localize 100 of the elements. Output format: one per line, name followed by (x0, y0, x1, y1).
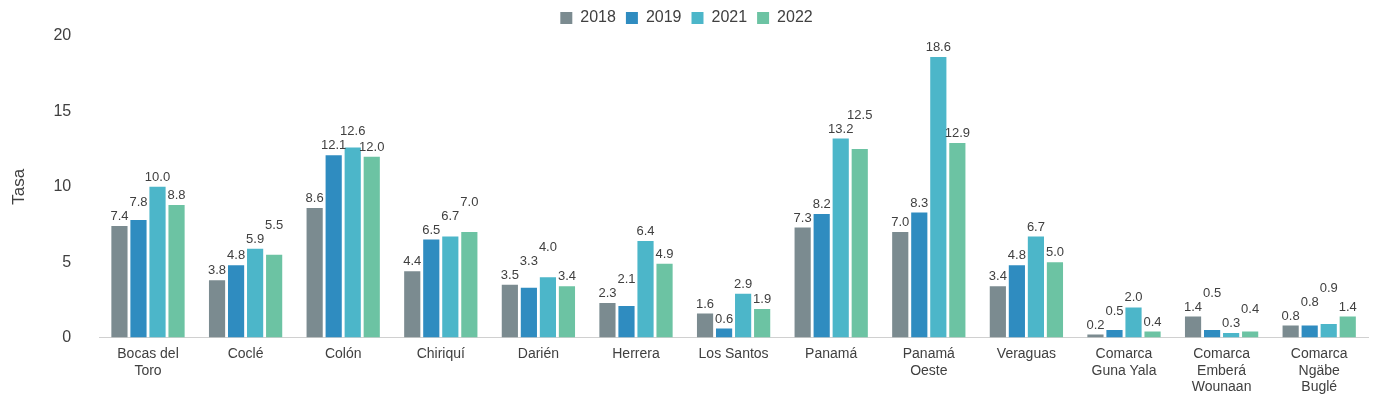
x-tick-label: Chiriquí (416, 344, 466, 361)
bar (813, 213, 830, 338)
data-label: 2.1 (617, 270, 636, 286)
data-label: 6.5 (422, 221, 441, 237)
bar (989, 286, 1006, 338)
bar (637, 241, 654, 338)
data-label: 1.9 (753, 291, 772, 307)
data-label: 3.8 (208, 262, 227, 278)
data-label: 7.4 (110, 208, 129, 224)
bar (266, 254, 283, 338)
bar (1282, 325, 1299, 338)
y-tick-label: 5 (62, 252, 72, 270)
x-tick-label: Herrera (612, 344, 660, 361)
bar (208, 280, 226, 338)
bar (735, 293, 752, 338)
data-label: 4.8 (227, 247, 246, 263)
bar (306, 207, 323, 338)
data-label: 0.8 (1281, 307, 1300, 323)
bar (754, 308, 771, 338)
data-label: 0.4 (1241, 301, 1260, 317)
x-tick-label: Comarca Emberá Wounaan (1191, 344, 1252, 395)
legend-label: 2022 (777, 8, 813, 26)
data-label: 0.4 (1143, 313, 1162, 329)
bar (1301, 325, 1318, 338)
data-label: 13.2 (828, 120, 854, 136)
bar (892, 232, 909, 338)
data-label: 0.6 (715, 310, 734, 326)
data-label: 6.7 (1026, 218, 1045, 234)
data-label: 12.6 (340, 123, 366, 139)
bar (656, 263, 673, 338)
bar (1027, 236, 1044, 338)
bar (539, 277, 556, 338)
data-label: 7.3 (793, 209, 812, 225)
data-label: 4.0 (538, 238, 557, 254)
bar (696, 313, 714, 338)
data-label: 0.2 (1086, 316, 1105, 332)
data-label: 7.0 (460, 193, 479, 209)
bar (558, 286, 576, 338)
data-label: 2.3 (598, 284, 617, 300)
data-label: 1.6 (696, 295, 715, 311)
bar (832, 138, 849, 338)
data-label: 12.1 (321, 137, 347, 153)
bar (111, 226, 128, 338)
bar (404, 271, 421, 338)
data-label: 2.0 (1124, 288, 1143, 304)
data-label: 8.2 (812, 195, 831, 211)
data-label: 8.3 (910, 194, 929, 210)
x-tick-label: Panamá (805, 344, 858, 361)
bar (325, 155, 342, 338)
x-tick-label: Comarca Guna Yala (1091, 344, 1157, 378)
data-label: 10.0 (144, 168, 171, 184)
data-label: 0.9 (1319, 279, 1338, 295)
bar (363, 156, 380, 338)
bar (911, 212, 928, 338)
bar (227, 265, 245, 338)
data-label: 0.3 (1222, 315, 1241, 331)
x-tick-label: Comarca Ngäbe Buglé (1290, 344, 1348, 395)
bar (1106, 330, 1123, 338)
bar (930, 57, 947, 338)
x-tick-label: Colón (324, 344, 362, 361)
bar (149, 186, 166, 338)
data-label: 3.4 (988, 268, 1007, 284)
x-tick-label: Coclé (227, 344, 264, 361)
data-label: 0.5 (1203, 284, 1222, 300)
bar (442, 236, 459, 338)
data-label: 1.4 (1184, 298, 1203, 314)
x-tick-label: Veraguas (996, 344, 1056, 361)
y-tick-label: 15 (53, 101, 72, 119)
data-label: 5.9 (246, 230, 265, 246)
bar (1339, 316, 1356, 338)
bar (1320, 324, 1337, 338)
bar (423, 239, 440, 338)
y-tick-label: 10 (53, 177, 72, 195)
y-tick-label: 0 (62, 328, 72, 346)
bar (501, 284, 518, 338)
legend-label: 2021 (711, 8, 748, 26)
x-tick-label: Darién (517, 344, 560, 361)
legend-label: 2018 (580, 8, 617, 26)
data-label: 4.8 (1007, 247, 1026, 263)
bar (520, 287, 537, 338)
bar (618, 305, 635, 338)
data-label: 4.9 (655, 245, 674, 261)
y-axis-title: Tasa (8, 168, 28, 205)
legend-label: 2019 (645, 8, 682, 26)
bar (599, 302, 616, 338)
data-label: 0.5 (1105, 302, 1124, 318)
data-label: 5.0 (1045, 244, 1064, 260)
data-label: 4.4 (403, 253, 422, 269)
bar (949, 143, 966, 338)
data-label: 2.9 (734, 275, 753, 291)
data-label: 8.6 (305, 189, 324, 205)
bar (130, 219, 147, 338)
y-tick-label: 20 (53, 26, 72, 44)
x-tick-label: Los Santos (698, 344, 769, 361)
data-label: 8.8 (167, 186, 186, 202)
data-label: 0.8 (1300, 293, 1319, 309)
bar (168, 204, 185, 338)
data-label: 3.5 (500, 266, 519, 282)
bar (851, 149, 868, 338)
data-label: 6.4 (636, 223, 655, 239)
